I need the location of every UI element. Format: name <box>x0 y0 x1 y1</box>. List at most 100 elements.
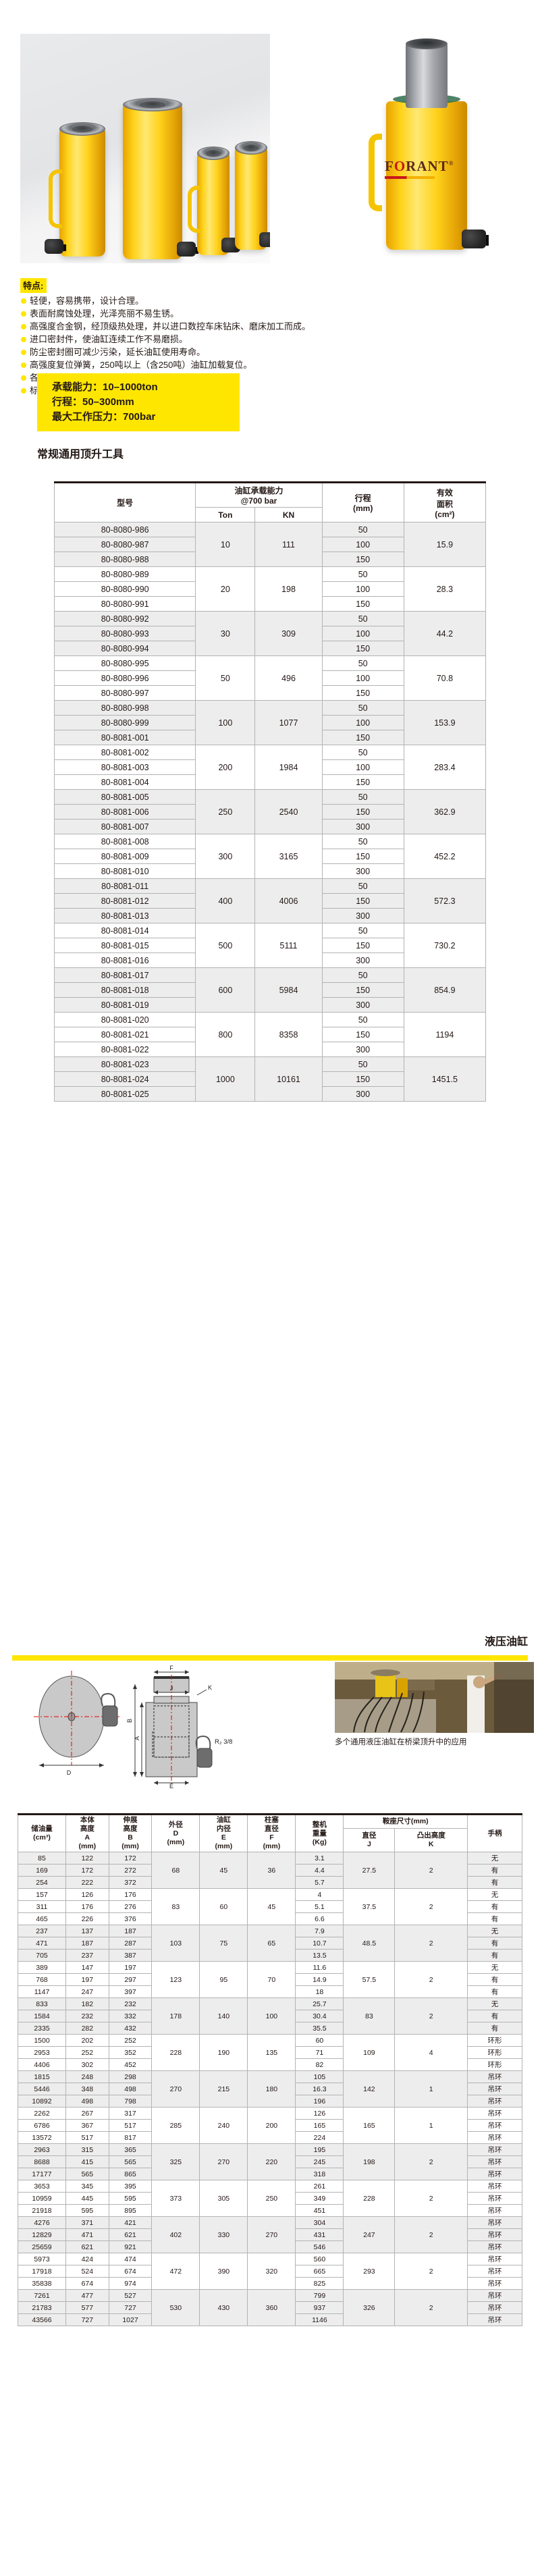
svg-text:R₂ 3/8: R₂ 3/8 <box>215 1738 232 1746</box>
cell-model: 80-8081-017 <box>53 967 196 983</box>
table-row: 80-8080-997 150 <box>53 685 486 701</box>
table-row: 80-8081-011 400 4006 50 572.3 <box>53 878 487 923</box>
cell-ton: 800 <box>195 1012 256 1057</box>
cell-model: 80-8080-996 <box>53 670 196 686</box>
application-photo <box>335 1662 534 1733</box>
cell-height-b: 176 <box>108 1888 153 1901</box>
cell-handle: 有 <box>467 1937 522 1950</box>
cell-model: 80-8080-991 <box>53 596 196 612</box>
cell-handle: 吊环 <box>467 2301 522 2314</box>
cell-outer-d: 402 <box>151 2216 200 2253</box>
cell-height-b: 365 <box>108 2143 153 2156</box>
cell-model: 80-8081-024 <box>53 1071 196 1087</box>
cell-saddle-k: 2 <box>394 1997 468 2035</box>
table-row: 80-8081-023 1000 10161 50 1451.5 <box>53 1056 487 1102</box>
specification-table-2-wrap: 储油量 (cm³) 本体 高度 A (mm) 伸展 高度 B (mm) <box>17 1813 522 2326</box>
cell-piston-f: 360 <box>247 2289 296 2326</box>
cell-oil: 5973 <box>17 2253 67 2265</box>
cell-kn: 5111 <box>254 923 323 968</box>
cell-height-b: 517 <box>108 2119 153 2132</box>
table-row: 80-8081-002 200 1984 50 283.4 <box>53 745 487 790</box>
cell-weight: 4 <box>295 1888 344 1901</box>
cell-oil: 6786 <box>17 2119 67 2132</box>
th-f-l3: F <box>269 1833 274 1842</box>
table-row: 80-8081-016 300 <box>53 952 486 968</box>
cell-stroke: 300 <box>321 908 404 923</box>
cell-model: 80-8081-012 <box>53 893 196 909</box>
mid-section-title: 液压油缸 <box>484 1636 528 1648</box>
cell-handle: 吊环 <box>467 2277 522 2290</box>
table-row: 10892 498 798 196 吊环 <box>17 2095 522 2108</box>
cell-height-a: 282 <box>65 2022 109 2035</box>
cell-height-a: 727 <box>65 2313 109 2326</box>
cell-area: 1451.5 <box>403 1056 487 1102</box>
cell-handle: 有 <box>467 1876 522 1889</box>
cell-height-b: 232 <box>108 1997 153 2010</box>
th-stroke: 行程 (mm) <box>321 481 404 522</box>
table-row: 2262 267 317 285 240 200 126 165 1 吊环 <box>17 2107 522 2144</box>
cell-stroke: 50 <box>321 522 404 537</box>
product-photo-group <box>20 34 270 263</box>
th-stroke-label: 行程 <box>354 493 371 503</box>
cell-inner-e: 240 <box>199 2107 248 2144</box>
cell-height-a: 621 <box>65 2240 109 2253</box>
cell-handle: 吊环 <box>467 2204 522 2217</box>
cell-height-a: 471 <box>65 2228 109 2241</box>
cell-stroke: 150 <box>321 774 404 790</box>
cell-saddle-j: 83 <box>343 1997 396 2035</box>
dimension-drawing-svg: D F J K B A R₂ 3/8 <box>34 1665 232 1790</box>
cell-inner-e: 190 <box>199 2034 248 2071</box>
cell-weight: 126 <box>295 2107 344 2120</box>
cell-height-b: 817 <box>108 2131 153 2144</box>
feature-item: 防尘密封圈可减少污染，延长油缸使用寿命。 <box>20 346 310 358</box>
table-row: 2335 282 432 35.5 有 <box>17 2022 522 2035</box>
cell-handle: 有 <box>467 1900 522 1913</box>
table-row: 1500 202 252 228 190 135 60 109 4 环形 <box>17 2034 522 2071</box>
cell-stroke: 150 <box>321 685 404 701</box>
cell-stroke: 50 <box>321 745 404 760</box>
svg-text:K: K <box>208 1684 212 1691</box>
cell-handle: 吊环 <box>467 2265 522 2278</box>
th-area-unit: (cm²) <box>435 509 455 519</box>
cell-model: 80-8081-023 <box>53 1056 196 1072</box>
cell-weight: 937 <box>295 2301 344 2314</box>
table-row: 80-8081-017 600 5984 50 854.9 <box>53 967 487 1013</box>
cell-handle: 吊环 <box>467 2131 522 2144</box>
cell-saddle-j: 142 <box>343 2070 396 2108</box>
cell-model: 80-8081-003 <box>53 759 196 775</box>
cell-ton: 300 <box>195 834 256 879</box>
cell-handle: 有 <box>467 1973 522 1986</box>
dimension-drawing: D F J K B A R₂ 3/8 <box>27 1664 297 1790</box>
cell-height-b: 376 <box>108 1912 153 1925</box>
specification-table-1: 型号 油缸承载能力 @700 bar 行程 (mm) 有效 面积 (cm²) <box>53 481 487 1102</box>
cell-oil: 389 <box>17 1961 67 1974</box>
cell-stroke: 100 <box>321 670 404 686</box>
th-w-unit: (Kg) <box>312 1837 327 1846</box>
cell-area: 28.3 <box>403 566 487 612</box>
th-hb-unit: (mm) <box>122 1842 139 1850</box>
cell-handle: 吊环 <box>467 2228 522 2241</box>
cell-handle: 无 <box>467 1961 522 1974</box>
cell-model: 80-8081-006 <box>53 804 196 820</box>
cell-height-b: 621 <box>108 2228 153 2241</box>
cell-oil: 35838 <box>17 2277 67 2290</box>
cell-oil: 1147 <box>17 1985 67 1998</box>
cell-weight: 165 <box>295 2119 344 2132</box>
cell-height-a: 315 <box>65 2143 109 2156</box>
cell-height-a: 565 <box>65 2168 109 2180</box>
cell-model: 80-8081-008 <box>53 834 196 849</box>
cell-model: 80-8081-025 <box>53 1086 196 1102</box>
cell-ton: 1000 <box>195 1056 256 1102</box>
table-row: 5973 424 474 472 390 320 560 293 2 吊环 <box>17 2253 522 2290</box>
cell-weight: 451 <box>295 2204 344 2217</box>
cell-kn: 10161 <box>254 1056 323 1102</box>
cell-model: 80-8080-998 <box>53 700 196 716</box>
table-row: 6786 367 517 165 吊环 <box>17 2119 522 2132</box>
cell-inner-e: 330 <box>199 2216 248 2253</box>
th-oil-l1: 储油量 <box>31 1825 53 1833</box>
cell-model: 80-8081-010 <box>53 863 196 879</box>
cell-weight: 18 <box>295 1985 344 1998</box>
cell-piston-f: 220 <box>247 2143 296 2180</box>
cell-weight: 196 <box>295 2095 344 2108</box>
cell-oil: 1584 <box>17 2010 67 2022</box>
